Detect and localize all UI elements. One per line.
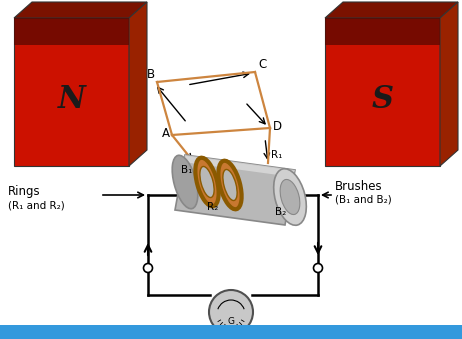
Text: R₁: R₁ — [271, 150, 282, 160]
Text: S: S — [371, 84, 394, 115]
Text: N: N — [58, 84, 85, 115]
Ellipse shape — [280, 179, 300, 215]
Polygon shape — [325, 18, 440, 166]
Ellipse shape — [223, 170, 237, 201]
Polygon shape — [325, 2, 458, 18]
Text: Brushes: Brushes — [335, 180, 383, 193]
Ellipse shape — [200, 166, 214, 198]
Ellipse shape — [172, 155, 198, 209]
Circle shape — [144, 263, 152, 273]
Polygon shape — [14, 18, 129, 45]
Circle shape — [209, 290, 253, 334]
Text: (B₁ and B₂): (B₁ and B₂) — [335, 195, 392, 205]
Text: D: D — [273, 120, 282, 133]
Text: B: B — [147, 68, 155, 81]
Text: G: G — [227, 318, 235, 326]
Ellipse shape — [195, 158, 219, 206]
Polygon shape — [175, 155, 295, 225]
Polygon shape — [325, 18, 440, 45]
Bar — [0, 325, 462, 339]
Ellipse shape — [274, 169, 306, 225]
Circle shape — [314, 263, 322, 273]
Text: B₂: B₂ — [275, 207, 286, 217]
Text: R₂: R₂ — [207, 202, 218, 212]
Polygon shape — [129, 2, 147, 166]
Text: Rings: Rings — [8, 185, 41, 198]
Polygon shape — [14, 2, 147, 18]
Text: B₁: B₁ — [181, 165, 192, 175]
Text: C: C — [258, 58, 266, 71]
Ellipse shape — [219, 161, 242, 209]
Polygon shape — [440, 2, 458, 166]
Polygon shape — [183, 155, 295, 177]
Polygon shape — [14, 18, 129, 166]
Text: (R₁ and R₂): (R₁ and R₂) — [8, 200, 65, 210]
Text: A: A — [162, 127, 170, 140]
